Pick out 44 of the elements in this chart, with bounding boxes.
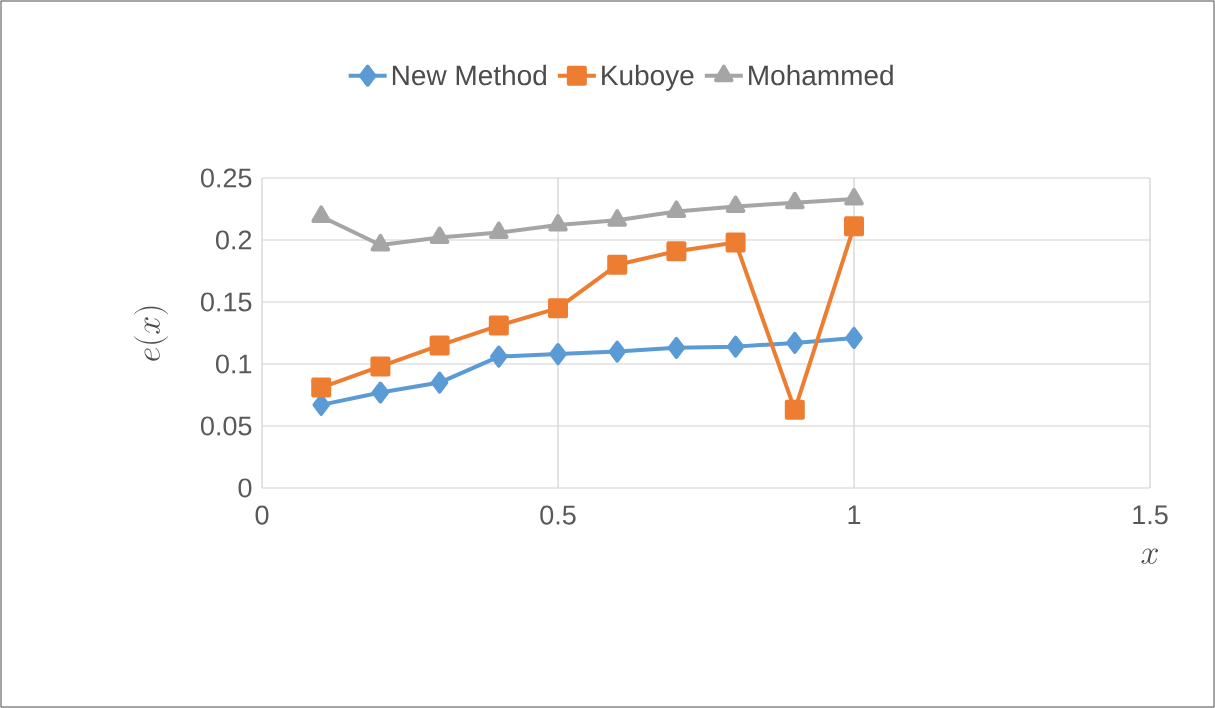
point (489, 221, 509, 240)
point (607, 254, 628, 275)
x-axis-title: $x$ (1141, 548, 1159, 564)
x-tick-label: 1 (848, 505, 861, 525)
point (726, 335, 745, 358)
point (844, 216, 865, 237)
point (786, 331, 804, 354)
point (488, 315, 509, 336)
point (666, 241, 687, 262)
point (311, 377, 332, 398)
point (429, 226, 450, 245)
point (784, 399, 805, 420)
point (844, 188, 864, 206)
x-tick-label: 0 (255, 505, 269, 525)
point (725, 195, 746, 214)
y-tick-label: 0.25 (200, 168, 252, 188)
point (725, 232, 746, 253)
point (429, 335, 450, 356)
point (548, 214, 568, 232)
point (490, 345, 508, 368)
y-tick-label: 0.2 (215, 230, 252, 250)
legend-label: New Method (392, 64, 546, 86)
point (370, 356, 391, 377)
y-axis-title: $e(x)$ (134, 306, 169, 361)
point (311, 205, 331, 223)
x-tick-label: 0.5 (540, 505, 576, 525)
x-tick-label: 1.5 (1133, 505, 1168, 525)
point (370, 233, 391, 252)
legend-label: Kuboye (602, 64, 694, 91)
y-tick-label: 0.15 (200, 292, 252, 312)
y-tick-label: 0 (238, 478, 252, 498)
point (666, 200, 687, 218)
legend-label: Mohammed (749, 64, 893, 86)
point (785, 191, 805, 210)
point (549, 343, 567, 366)
point (845, 326, 863, 349)
point (430, 371, 449, 394)
point (371, 381, 390, 404)
point (548, 298, 569, 319)
point (667, 336, 686, 359)
y-tick-label: 0.05 (200, 416, 252, 436)
point (607, 209, 627, 227)
point (608, 340, 626, 363)
y-tick-label: 0.1 (215, 354, 252, 374)
